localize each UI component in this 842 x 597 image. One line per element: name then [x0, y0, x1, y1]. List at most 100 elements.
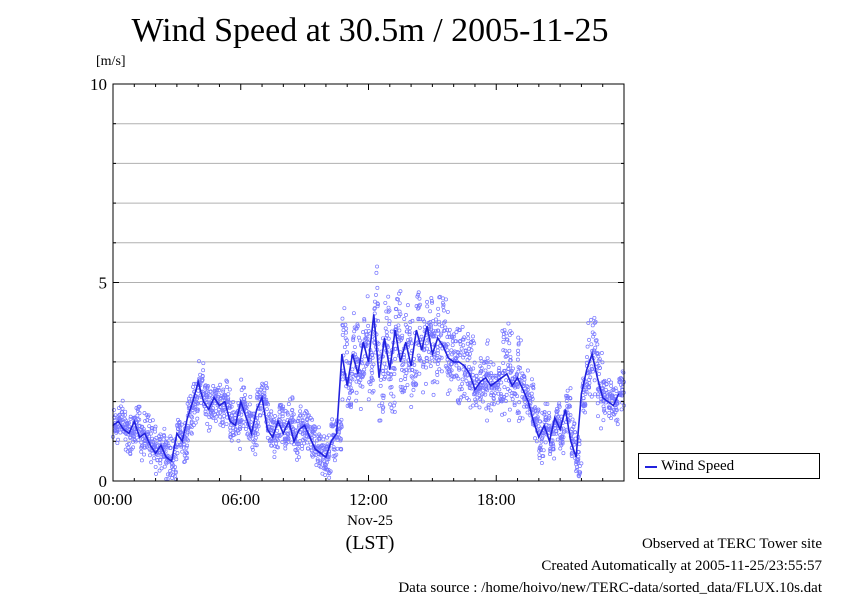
scatter-point: [451, 332, 456, 337]
scatter-point: [568, 396, 573, 401]
scatter-point: [516, 352, 521, 357]
scatter-point: [252, 426, 257, 431]
scatter-point: [536, 407, 541, 412]
scatter-point: [504, 331, 509, 336]
scatter-point: [120, 406, 125, 411]
scatter-point: [236, 438, 241, 443]
scatter-point: [208, 425, 213, 430]
scatter-point: [249, 411, 254, 416]
scatter-point: [293, 448, 298, 452]
scatter-point: [451, 334, 456, 339]
scatter-point: [570, 417, 575, 422]
scatter-point: [480, 392, 485, 397]
scatter-point: [558, 438, 563, 443]
scatter-point: [290, 407, 295, 412]
scatter-point: [250, 445, 255, 450]
scatter-point: [381, 405, 386, 410]
scatter-point: [226, 399, 231, 404]
scatter-point: [218, 382, 223, 387]
scatter-point: [350, 389, 355, 394]
scatter-point: [525, 387, 530, 392]
scatter-point: [327, 433, 331, 438]
scatter-point: [485, 338, 490, 343]
scatter-point: [356, 375, 360, 380]
scatter-point: [570, 431, 574, 436]
scatter-point: [366, 329, 371, 333]
scatter-point: [449, 348, 454, 353]
scatter-point: [509, 331, 514, 335]
scatter-point: [404, 329, 409, 334]
scatter-point: [413, 381, 418, 386]
scatter-point: [558, 433, 563, 438]
scatter-point: [161, 432, 166, 437]
scatter-point: [601, 389, 606, 394]
scatter-point: [392, 372, 397, 376]
scatter-point: [491, 402, 496, 407]
scatter-point: [435, 348, 440, 353]
scatter-point: [439, 331, 444, 336]
scatter-point: [496, 375, 501, 380]
scatter-point: [228, 425, 233, 430]
scatter-point: [445, 335, 450, 339]
scatter-point: [332, 458, 337, 463]
scatter-point: [182, 460, 187, 464]
scatter-point: [601, 418, 606, 423]
scatter-point: [590, 369, 595, 374]
scatter-point: [388, 402, 393, 407]
scatter-point: [515, 394, 520, 399]
scatter-point: [221, 424, 226, 429]
scatter-point: [512, 401, 517, 406]
scatter-point: [477, 405, 482, 410]
scatter-point: [439, 369, 444, 374]
scatter-point: [387, 322, 392, 327]
scatter-point: [510, 391, 515, 395]
scatter-point: [123, 409, 128, 414]
scatter-point: [171, 467, 176, 472]
scatter-point: [450, 373, 455, 378]
scatter-point: [162, 464, 167, 469]
scatter-point: [264, 399, 269, 404]
scatter-point: [553, 423, 558, 428]
scatter-point: [189, 420, 194, 425]
scatter-point: [152, 456, 156, 461]
scatter-point: [345, 350, 349, 355]
scatter-point: [479, 359, 484, 364]
scatter-point: [609, 393, 614, 398]
scatter-point: [201, 361, 206, 366]
scatter-point: [142, 411, 147, 416]
scatter-point: [454, 330, 459, 335]
scatter-point: [422, 360, 427, 365]
scatter-point: [208, 393, 213, 398]
scatter-point: [457, 328, 462, 333]
scatter-point: [480, 399, 485, 404]
scatter-point: [421, 364, 425, 369]
scatter-point: [337, 430, 342, 435]
scatter-point: [403, 377, 408, 381]
scatter-point: [612, 412, 617, 417]
scatter-point: [469, 386, 474, 391]
scatter-point: [504, 354, 509, 359]
scatter-point: [583, 391, 588, 396]
scatter-point: [465, 352, 470, 356]
scatter-point: [440, 324, 444, 329]
scatter-point: [193, 420, 198, 425]
scatter-point: [149, 460, 154, 465]
scatter-point: [491, 396, 496, 400]
scatter-point: [125, 422, 130, 427]
scatter-point: [352, 329, 357, 334]
scatter-point: [357, 338, 362, 343]
scatter-point: [187, 396, 192, 401]
scatter-point: [168, 434, 173, 439]
scatter-point: [503, 368, 508, 373]
scatter-point: [324, 460, 329, 465]
scatter-point: [340, 332, 345, 337]
scatter-point: [583, 402, 588, 407]
scatter-point: [498, 392, 503, 397]
scatter-point: [529, 383, 534, 388]
scatter-point: [363, 336, 368, 341]
scatter-point: [131, 445, 136, 450]
scatter-point: [295, 419, 300, 424]
scatter-point: [164, 444, 169, 449]
scatter-point: [568, 413, 573, 418]
scatter-point: [229, 438, 234, 443]
